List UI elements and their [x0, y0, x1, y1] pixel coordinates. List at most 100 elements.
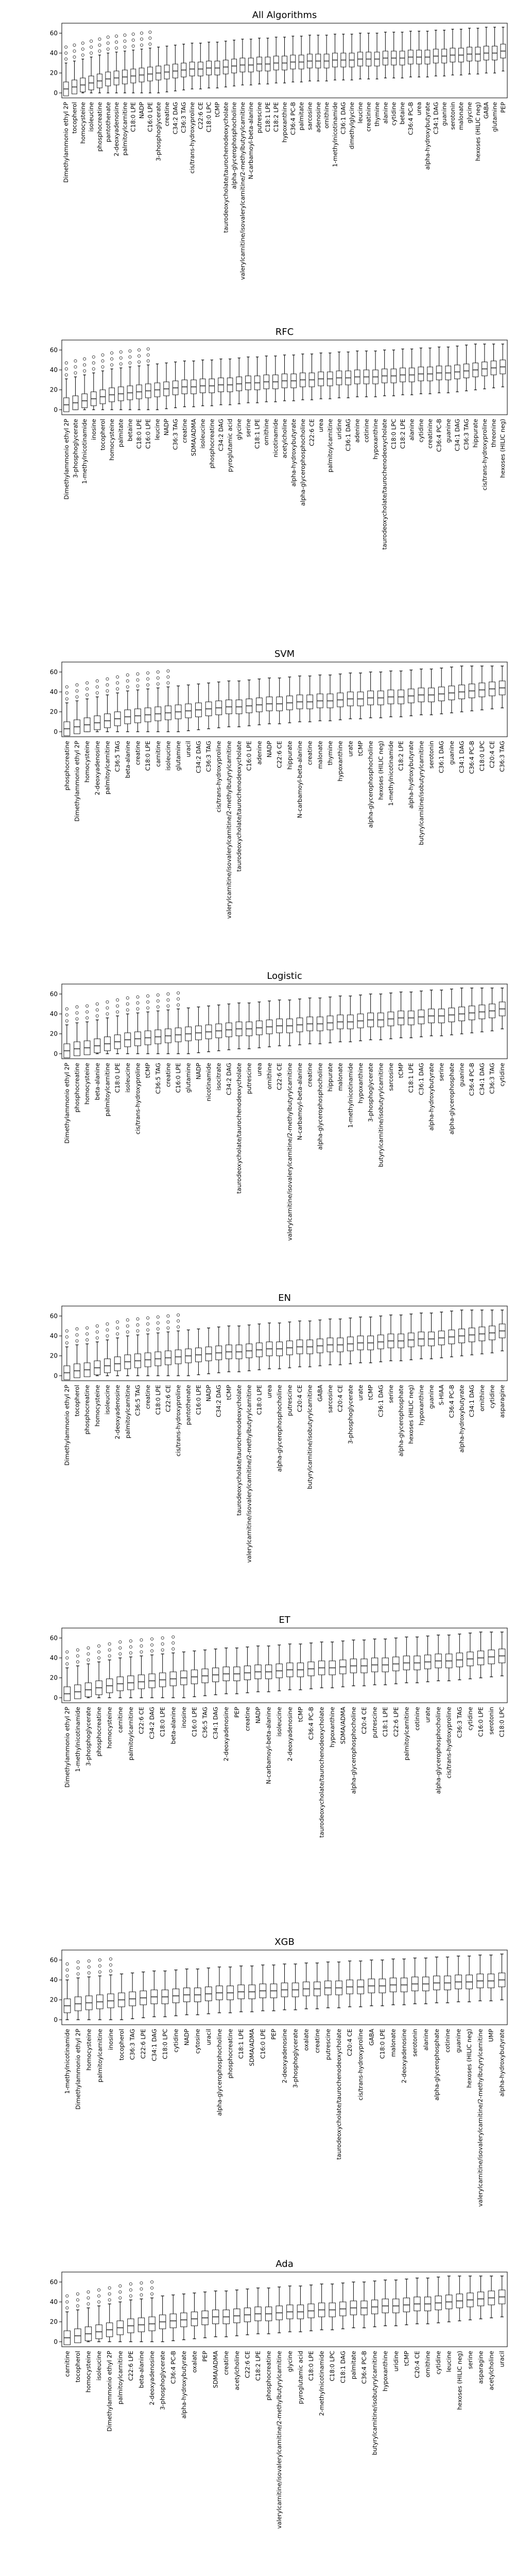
box: [458, 666, 465, 713]
outlier: [73, 49, 76, 53]
box: [427, 347, 433, 395]
x-tick-label: butyrylcarnitine/isobutyrylcarnitine: [377, 1063, 384, 1167]
x-tick-label: C34:1 DAG: [150, 2029, 158, 2061]
x-tick-label: C36:1 DAG: [340, 102, 347, 134]
x-tick-label: uridine: [392, 2351, 400, 2371]
box: [227, 1967, 234, 2013]
x-tick-label: leucine: [445, 2351, 453, 2372]
x-tick-label: phosphocreatine: [83, 1385, 91, 1434]
outlier: [75, 689, 79, 693]
outlier: [166, 992, 170, 996]
x-tick-label: hypoxanthine: [418, 1385, 425, 1426]
x-tick-label: alpha-glycerophosphocholine: [316, 1063, 323, 1150]
outlier: [118, 1640, 122, 1644]
chart-panel-5: EN Dimethylammonio ethyl 2P tocopherol phos…: [50, 1293, 508, 1563]
outlier: [95, 1014, 99, 1018]
box: [403, 1636, 410, 1683]
outlier: [115, 35, 118, 38]
x-tick-label: urate: [424, 1707, 432, 1723]
outlier: [65, 691, 68, 694]
box: [95, 2288, 102, 2342]
outlier: [166, 669, 170, 673]
x-tick-label: urea: [416, 102, 423, 115]
x-tick-label: creatine: [144, 1385, 151, 1409]
box: [448, 989, 455, 1036]
x-tick-label: sarcosine: [387, 1063, 394, 1091]
outlier: [110, 357, 114, 361]
box: [433, 29, 439, 77]
box: [263, 355, 269, 402]
outlier: [98, 43, 101, 47]
outlier: [131, 38, 135, 42]
x-tick-label: 3-phosphoglycerate: [367, 1063, 374, 1122]
box: [225, 1004, 232, 1050]
box: [254, 357, 261, 403]
outlier: [65, 685, 68, 689]
box: [316, 997, 323, 1044]
box: [276, 1645, 283, 1691]
box: [106, 1642, 113, 1698]
outlier: [136, 1329, 140, 1333]
x-tick-label: hexoses (HILIC neg): [407, 1385, 415, 1444]
x-tick-label: urea: [255, 1063, 263, 1076]
box: [381, 349, 388, 396]
x-tick-label: glutamine: [491, 102, 499, 132]
box: [99, 353, 106, 410]
x-tick-label: C36:5 TAG: [134, 1385, 141, 1416]
outlier: [166, 1326, 170, 1330]
x-tick-label: C36:4 PC-B: [448, 1385, 455, 1418]
x-tick-label: PEP: [201, 2351, 209, 2362]
box: [84, 1646, 92, 1698]
box: [122, 33, 128, 93]
x-tick-label: asparagine: [477, 2351, 485, 2384]
x-tick-label: valerylcarnitine/isovalerylcarnitine/2-m…: [225, 741, 232, 919]
outlier: [101, 359, 105, 363]
x-tick-label: NADP: [254, 1707, 262, 1723]
outlier: [116, 1320, 119, 1324]
chart-title: SVM: [274, 649, 295, 659]
x-tick-label: Dimethylammonio ethyl 2P: [63, 1385, 71, 1466]
box: [134, 672, 141, 732]
x-tick-label: C18:0 LPE: [144, 741, 151, 771]
box: [235, 681, 243, 727]
y-tick-label: 0: [54, 1050, 58, 1057]
box: [392, 1637, 400, 1684]
outlier: [126, 679, 129, 683]
outlier: [76, 1960, 80, 1964]
outlier: [138, 354, 141, 358]
box: [347, 672, 354, 719]
box: [124, 673, 131, 732]
box: [95, 1644, 102, 1698]
box: [222, 2291, 230, 2337]
box: [407, 1313, 415, 1360]
box: [327, 674, 334, 721]
x-tick-label: C18:0 LPE: [135, 419, 143, 449]
x-tick-label: Dimethylammonio ethyl 2P: [63, 419, 70, 500]
x-tick-label: homocysteine: [85, 2029, 93, 2071]
box: [438, 989, 445, 1037]
axes-frame: [61, 23, 508, 98]
x-tick-label: cytidine: [435, 2351, 442, 2375]
box: [379, 1959, 386, 2006]
outlier: [146, 994, 150, 998]
x-tick-label: alanine: [408, 419, 416, 440]
x-tick-label: hypoxanthine: [382, 2351, 389, 2392]
x-tick-label: palmitate: [350, 2351, 357, 2379]
x-tick-label: palmitoylcarnitine: [104, 741, 111, 794]
x-tick-label: NADP: [138, 102, 145, 118]
box: [117, 350, 124, 410]
box: [475, 28, 481, 75]
x-tick-label: C36:4 PC-B: [436, 419, 443, 452]
outlier: [126, 1008, 129, 1012]
box: [195, 1328, 202, 1375]
outlier: [65, 1968, 69, 1972]
outlier: [156, 1327, 160, 1331]
x-tick-label: valerylcarnitine/isovalerylcarnitine/2-m…: [246, 1385, 253, 1563]
box: [387, 670, 394, 717]
outlier: [87, 2296, 90, 2300]
box: [307, 35, 313, 81]
outlier: [65, 1019, 68, 1023]
box: [175, 1313, 182, 1376]
outlier: [98, 1958, 101, 1962]
x-tick-label: N-carbamoyl-beta-alanine: [296, 741, 303, 818]
